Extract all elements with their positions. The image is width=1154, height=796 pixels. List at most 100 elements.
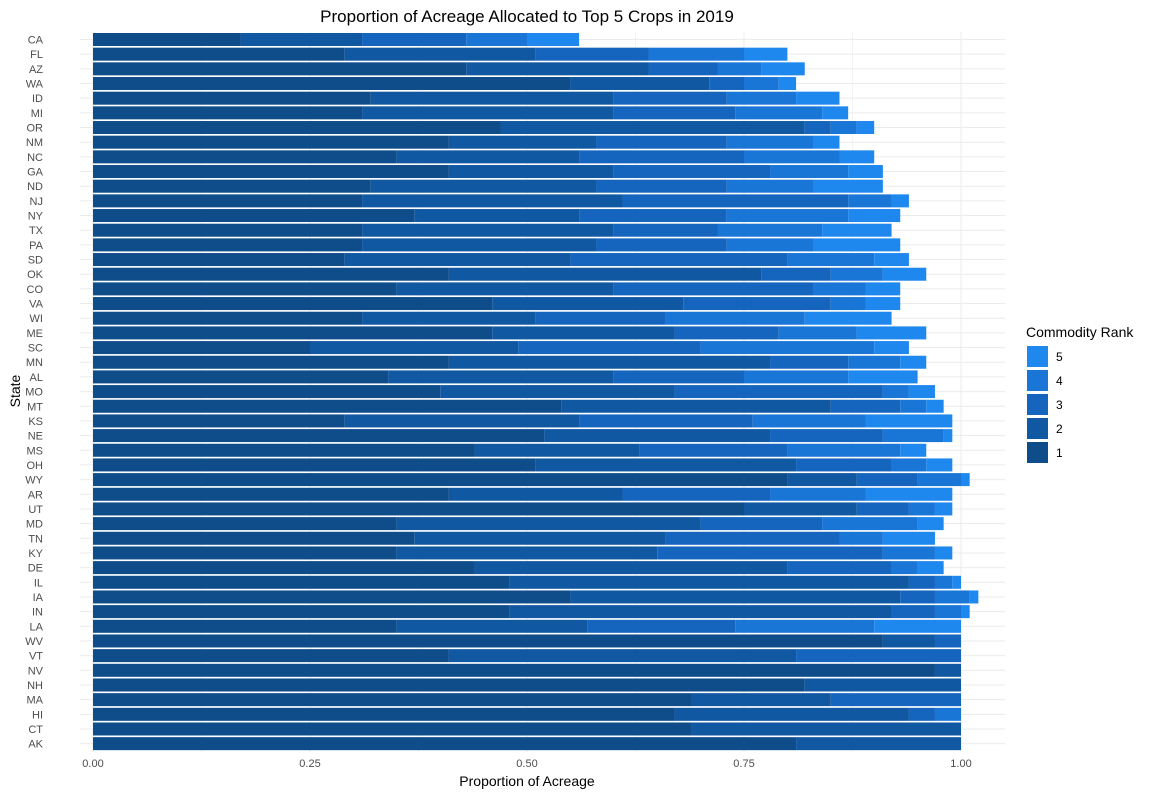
bar-NJ-rank-4 <box>848 194 892 208</box>
bar-MS-rank-2 <box>474 443 640 457</box>
bar-VT-rank-3 <box>796 649 961 663</box>
bar-UT-rank-4 <box>908 502 935 516</box>
bar-WV-rank-1 <box>93 634 883 648</box>
bar-AR-rank-5 <box>865 487 953 501</box>
bar-OK-rank-5 <box>882 267 927 281</box>
bar-UT-rank-3 <box>856 502 909 516</box>
bar-MN-rank-3 <box>770 355 849 369</box>
bar-AR-rank-4 <box>770 487 866 501</box>
bar-DE-rank-4 <box>891 561 918 575</box>
bar-SD-rank-1 <box>93 253 345 267</box>
bar-NM-rank-4 <box>726 135 814 149</box>
y-tick-label: ND <box>27 181 43 193</box>
bar-AR-rank-3 <box>622 487 771 501</box>
bar-NY-rank-3 <box>579 209 727 223</box>
bar-MN-rank-4 <box>848 355 901 369</box>
bar-MI-rank-5 <box>822 106 849 120</box>
bar-ID-rank-4 <box>726 91 797 105</box>
bar-SC-rank-3 <box>518 341 701 355</box>
bar-TX-rank-1 <box>93 223 363 237</box>
bar-OK-rank-2 <box>448 267 762 281</box>
bar-VA-rank-3 <box>683 297 831 311</box>
bar-GA-rank-2 <box>448 165 614 179</box>
legend-swatch-1 <box>1027 442 1048 463</box>
y-tick-label: IL <box>34 577 43 589</box>
bar-IL-rank-4 <box>934 575 953 589</box>
bar-DE-rank-2 <box>474 561 788 575</box>
bar-PA-rank-4 <box>726 238 814 252</box>
bar-CA-rank-4 <box>466 33 527 46</box>
bar-WY-rank-1 <box>93 473 788 487</box>
bar-WY-rank-3 <box>856 473 918 487</box>
bar-FL-rank-5 <box>744 47 788 61</box>
bar-TX-rank-2 <box>362 223 614 237</box>
bar-WA-rank-3 <box>709 77 744 91</box>
bar-MN-rank-2 <box>448 355 771 369</box>
y-tick-label: MO <box>25 387 43 399</box>
y-tick-label: HI <box>32 709 43 721</box>
bar-VT-rank-1 <box>93 649 449 663</box>
bar-ME-rank-3 <box>674 326 779 340</box>
bar-WI-rank-4 <box>665 311 805 325</box>
bar-NC-rank-5 <box>839 150 875 164</box>
bar-HI-rank-1 <box>93 707 675 721</box>
bar-KY-rank-4 <box>882 546 935 560</box>
bar-TN-rank-5 <box>882 531 935 545</box>
bar-IA-rank-2 <box>570 590 901 604</box>
bar-VT-rank-2 <box>448 649 797 663</box>
y-axis-title: State <box>7 374 23 407</box>
bar-MI-rank-4 <box>735 106 823 120</box>
bar-NC-rank-4 <box>744 150 840 164</box>
bar-IN-rank-5 <box>961 605 970 619</box>
bar-CO-rank-4 <box>813 282 866 296</box>
bar-CA-rank-1 <box>93 33 241 46</box>
bar-AL-rank-3 <box>613 370 744 384</box>
y-tick-label: MA <box>27 695 44 707</box>
y-tick-label: MS <box>27 445 44 457</box>
y-tick-label: OH <box>27 460 44 472</box>
bar-TX-rank-3 <box>613 223 718 237</box>
legend-label-5: 5 <box>1056 350 1063 364</box>
legend-swatch-3 <box>1027 394 1048 415</box>
bar-IN-rank-1 <box>93 605 510 619</box>
y-tick-label: WA <box>26 79 44 91</box>
bar-DE-rank-5 <box>917 561 944 575</box>
y-tick-label: DE <box>28 563 43 575</box>
bar-WV-rank-2 <box>882 634 935 648</box>
bar-MO-rank-2 <box>440 385 675 399</box>
bar-NV-rank-2 <box>934 663 961 677</box>
bar-AZ-rank-2 <box>466 62 649 76</box>
bar-PA-rank-1 <box>93 238 363 252</box>
bar-AL-rank-1 <box>93 370 389 384</box>
y-tick-label: SD <box>28 255 43 267</box>
bar-ID-rank-5 <box>796 91 840 105</box>
bar-ND-rank-1 <box>93 179 371 193</box>
bar-KY-rank-3 <box>657 546 883 560</box>
bar-CT-rank-1 <box>93 722 692 736</box>
bar-IN-rank-2 <box>509 605 892 619</box>
y-tick-label: NH <box>27 680 43 692</box>
y-tick-label: PA <box>29 240 44 252</box>
bar-TX-rank-5 <box>822 223 892 237</box>
y-tick-label: UT <box>28 504 43 516</box>
bar-TN-rank-4 <box>839 531 883 545</box>
bar-NJ-rank-5 <box>891 194 909 208</box>
bar-TN-rank-2 <box>414 531 666 545</box>
bar-AK-rank-1 <box>93 737 797 751</box>
legend-label-4: 4 <box>1056 374 1063 388</box>
bar-ND-rank-4 <box>726 179 814 193</box>
bar-NV-rank-1 <box>93 663 935 677</box>
bar-ID-rank-2 <box>370 91 614 105</box>
bar-MO-rank-4 <box>882 385 909 399</box>
bar-WA-rank-5 <box>778 77 797 91</box>
bar-MO-rank-5 <box>908 385 935 399</box>
bar-KY-rank-1 <box>93 546 397 560</box>
bar-DE-rank-3 <box>787 561 892 575</box>
y-tick-label: CT <box>28 724 43 736</box>
bar-MI-rank-3 <box>613 106 736 120</box>
y-tick-label: FL <box>30 49 43 61</box>
bar-AL-rank-2 <box>388 370 614 384</box>
bar-DE-rank-1 <box>93 561 475 575</box>
bar-MA-rank-2 <box>691 693 831 707</box>
bar-ID-rank-3 <box>613 91 727 105</box>
